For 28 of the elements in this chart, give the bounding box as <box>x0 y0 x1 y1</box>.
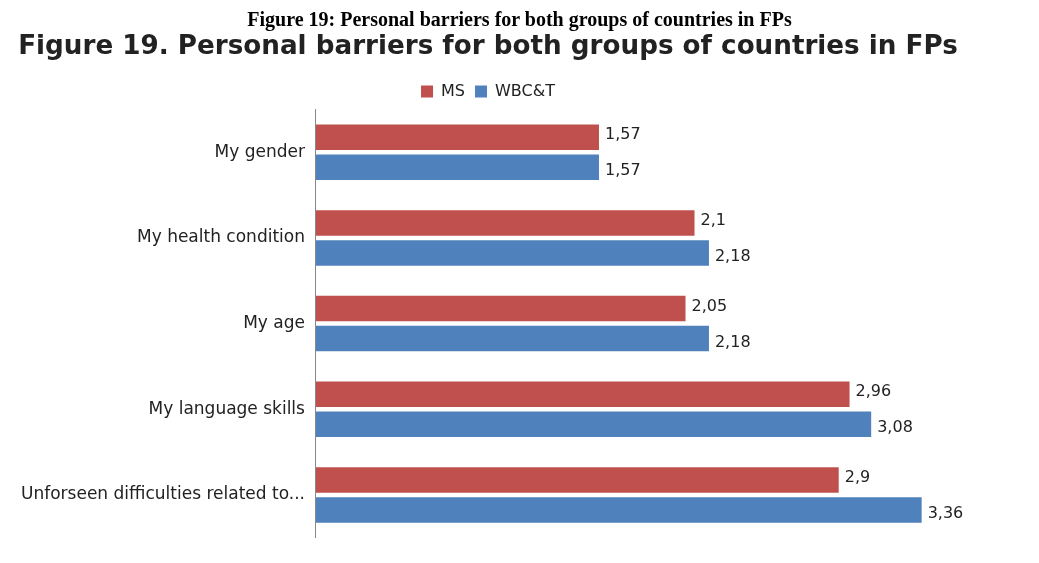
bar <box>315 154 599 180</box>
y-tick-label: My language skills <box>148 397 306 418</box>
data-label: 1,57 <box>604 124 641 144</box>
y-tick-label: My health condition <box>137 226 305 247</box>
data-label: 2,18 <box>714 331 751 351</box>
data-label: 2,96 <box>855 381 892 401</box>
bar <box>315 497 922 523</box>
bar <box>315 295 686 322</box>
bar <box>315 381 850 408</box>
y-tick-label: My age <box>243 312 305 333</box>
caption: Figure 19: Personal barriers for both groups of countries in FPs <box>246 8 793 31</box>
data-label: 3,08 <box>877 417 913 437</box>
data-label: 1,57 <box>604 160 641 180</box>
bar <box>315 240 709 266</box>
bar <box>315 210 695 236</box>
data-label: 2,05 <box>691 295 728 315</box>
y-tick-label: Unforseen difficulties related to... <box>20 483 305 504</box>
y-tick-label: My gender <box>214 140 305 161</box>
bar <box>315 467 839 493</box>
data-label: 3,36 <box>927 503 964 523</box>
bar <box>315 325 709 352</box>
data-label: 2,9 <box>844 467 871 487</box>
bar <box>315 124 599 150</box>
legend-label: MS <box>441 80 466 100</box>
bar <box>315 411 872 438</box>
data-label: 2,1 <box>700 210 726 230</box>
data-label: 2,18 <box>714 246 751 266</box>
legend-label: WBC&T <box>495 80 556 100</box>
